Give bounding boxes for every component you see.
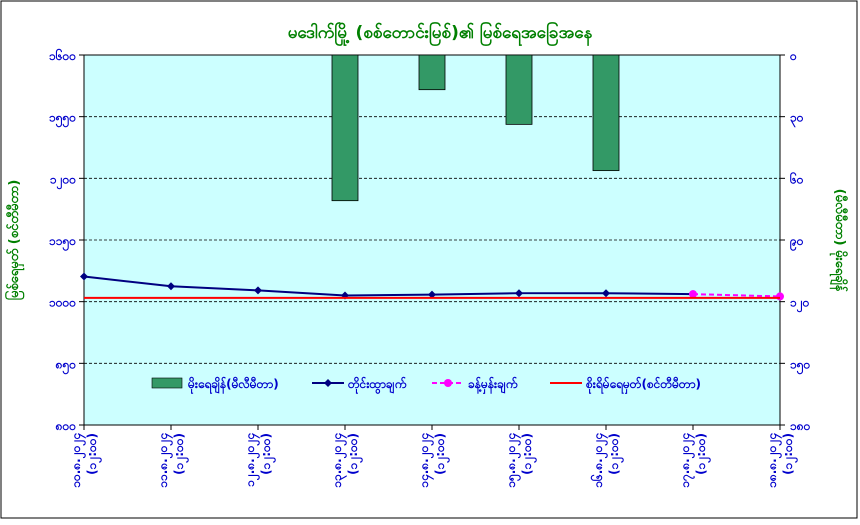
x-tick-date-label: ၁၇.၈.၂၀၂၄	[678, 433, 696, 488]
right-tick-label: ၁၂၀	[790, 296, 810, 314]
left-tick-label: ၈၅၀	[55, 357, 77, 375]
rainfall-bars	[331, 54, 620, 202]
x-tick-label-group: ၁၀.၈.၂၀၂၄ (၁၂:၀၀)	[69, 433, 103, 488]
x-tick-label-group: ၁၂.၈.၂၀၂၄ (၁၂:၀၀)	[243, 433, 277, 487]
observed-point	[254, 286, 262, 295]
x-tick-label-group: ၁၈.၈.၂၀၂၄ (၁၂:၀၀)	[765, 433, 799, 488]
forecast-point	[776, 292, 784, 301]
x-tick-date-label: ၁၃.၈.၂၀၂၄	[330, 433, 348, 488]
x-tick-date-label: ၁၆.၈.၂၀၂၄	[589, 433, 609, 488]
forecast-point	[689, 290, 697, 299]
water-level-lines	[80, 272, 784, 301]
x-tick-label-group: ၁၇.၈.၂၀၂၄ (၁၂:၀၀)	[678, 433, 712, 488]
x-tick-time-label: (၁၂:၀၀)	[172, 433, 190, 475]
left-axis-title: မြစ်ရေမှတ် (စင်တီမီတာ)	[4, 180, 25, 301]
rainfall-bar	[418, 54, 446, 91]
x-tick-date-label: ၁၀.၈.၂၀၂၄	[69, 433, 87, 488]
x-tick-time-label: (၁၂:၀၀)	[85, 433, 103, 475]
x-tick-time-label: (၁၂:၀၀)	[259, 433, 277, 475]
legend-marker-forecast	[444, 379, 452, 387]
right-tick-label: ၉၀	[789, 234, 804, 252]
legend-label: ခန့်မှန်းချက်	[468, 375, 518, 395]
right-tick-label: ၃၀	[790, 111, 804, 129]
x-tick-label-group: ၁၆.၈.၂၀၂၄ (၁၂:၀၀)	[589, 433, 625, 488]
left-tick-label: ၁၁၅၀	[49, 234, 76, 252]
rainfall-bar	[505, 54, 533, 125]
left-tick-label: ၁၀၀၀	[49, 296, 76, 310]
observed-line	[83, 275, 694, 297]
right-tick-label: ၁၅၀	[790, 357, 811, 375]
forecast-line	[692, 293, 781, 298]
left-tick-label: ၈၀၀	[55, 419, 77, 433]
x-tick-date-label: ၁၅.၈.၂၀၂၄	[504, 433, 522, 488]
legend-swatch-rainfall	[151, 377, 183, 389]
x-tick-label-group: ၁၅.၈.၂၀၂၄ (၁၂:၀၀)	[504, 433, 538, 488]
observed-point	[515, 289, 523, 298]
x-tick-label-group: ၁၄.၈.၂၀၂၄ (၁၂:၀၀)	[417, 433, 451, 488]
observed-point	[602, 289, 610, 298]
x-tick-date-label: ၁၁.၈.၂၀၂၄	[156, 433, 174, 488]
rainfall-bar	[592, 54, 620, 172]
x-tick-time-label: (၁၂:၀၀)	[607, 433, 625, 475]
rainfall-bar	[331, 54, 359, 202]
x-tick-time-label: (၁၂:၀၀)	[520, 433, 538, 475]
legend-label: စိုးရိမ်ရေမှတ်(စင်တီမီတာ)	[585, 375, 701, 395]
x-tick-date-label: ၁၂.၈.၂၀၂၄	[243, 433, 261, 487]
left-tick-label: ၁၅၅၀	[49, 111, 76, 129]
x-tick-time-label: (၁၂:၀၀)	[781, 433, 799, 475]
observed-point	[167, 282, 175, 291]
right-tick-label: ၆၀	[789, 170, 804, 186]
x-tick-date-label: ၁၈.၈.၂၀၂၄	[765, 433, 783, 488]
legend-marker-observed	[324, 379, 332, 387]
right-tick-label: ၁၈၀	[790, 419, 811, 433]
observed-point	[428, 290, 436, 299]
left-tick-label: ၁၆၀၀	[49, 47, 76, 63]
x-tick-time-label: (၁၂:၀၀)	[694, 433, 712, 475]
legend-label: မိုးရေချိန်(မီလီမီတာ)	[187, 375, 279, 395]
x-tick-time-label: (၁၂:၀၀)	[433, 433, 451, 475]
x-tick-time-label: (၁၂:၀၀)	[346, 433, 364, 475]
chart-title: မဒေါက်မြို့ (စစ်တောင်းမြစ်)၏ မြစ်ရေအခြေအ…	[288, 20, 593, 47]
right-axis-title: (မီလီမီတာ) မိုးရေချိန်	[829, 189, 849, 293]
x-tick-date-label: ၁၄.၈.၂၀၂၄	[417, 433, 435, 488]
right-tick-label: ၀	[789, 49, 797, 63]
left-tick-label: ၁၂၀၀	[50, 172, 76, 190]
x-tick-label-group: ၁၁.၈.၂၀၂၄ (၁၂:၀၀)	[156, 433, 190, 488]
x-tick-label-group: ၁၃.၈.၂၀၂၄ (၁၂:၀၀)	[330, 433, 364, 488]
legend: မိုးရေချိန်(မီလီမီတာ) တိုင်းထွာချက် ခန့်မှ…	[151, 375, 701, 395]
x-axis-labels: ၁၀.၈.၂၀၂၄ (၁၂:၀၀) ၁၁.၈.၂၀၂၄ (၁၂:၀၀) ၁၂.၈.၂၀၂…	[69, 425, 799, 488]
legend-label: တိုင်းထွာချက်	[347, 375, 407, 395]
observed-point	[80, 272, 88, 281]
gridlines	[84, 116, 780, 364]
